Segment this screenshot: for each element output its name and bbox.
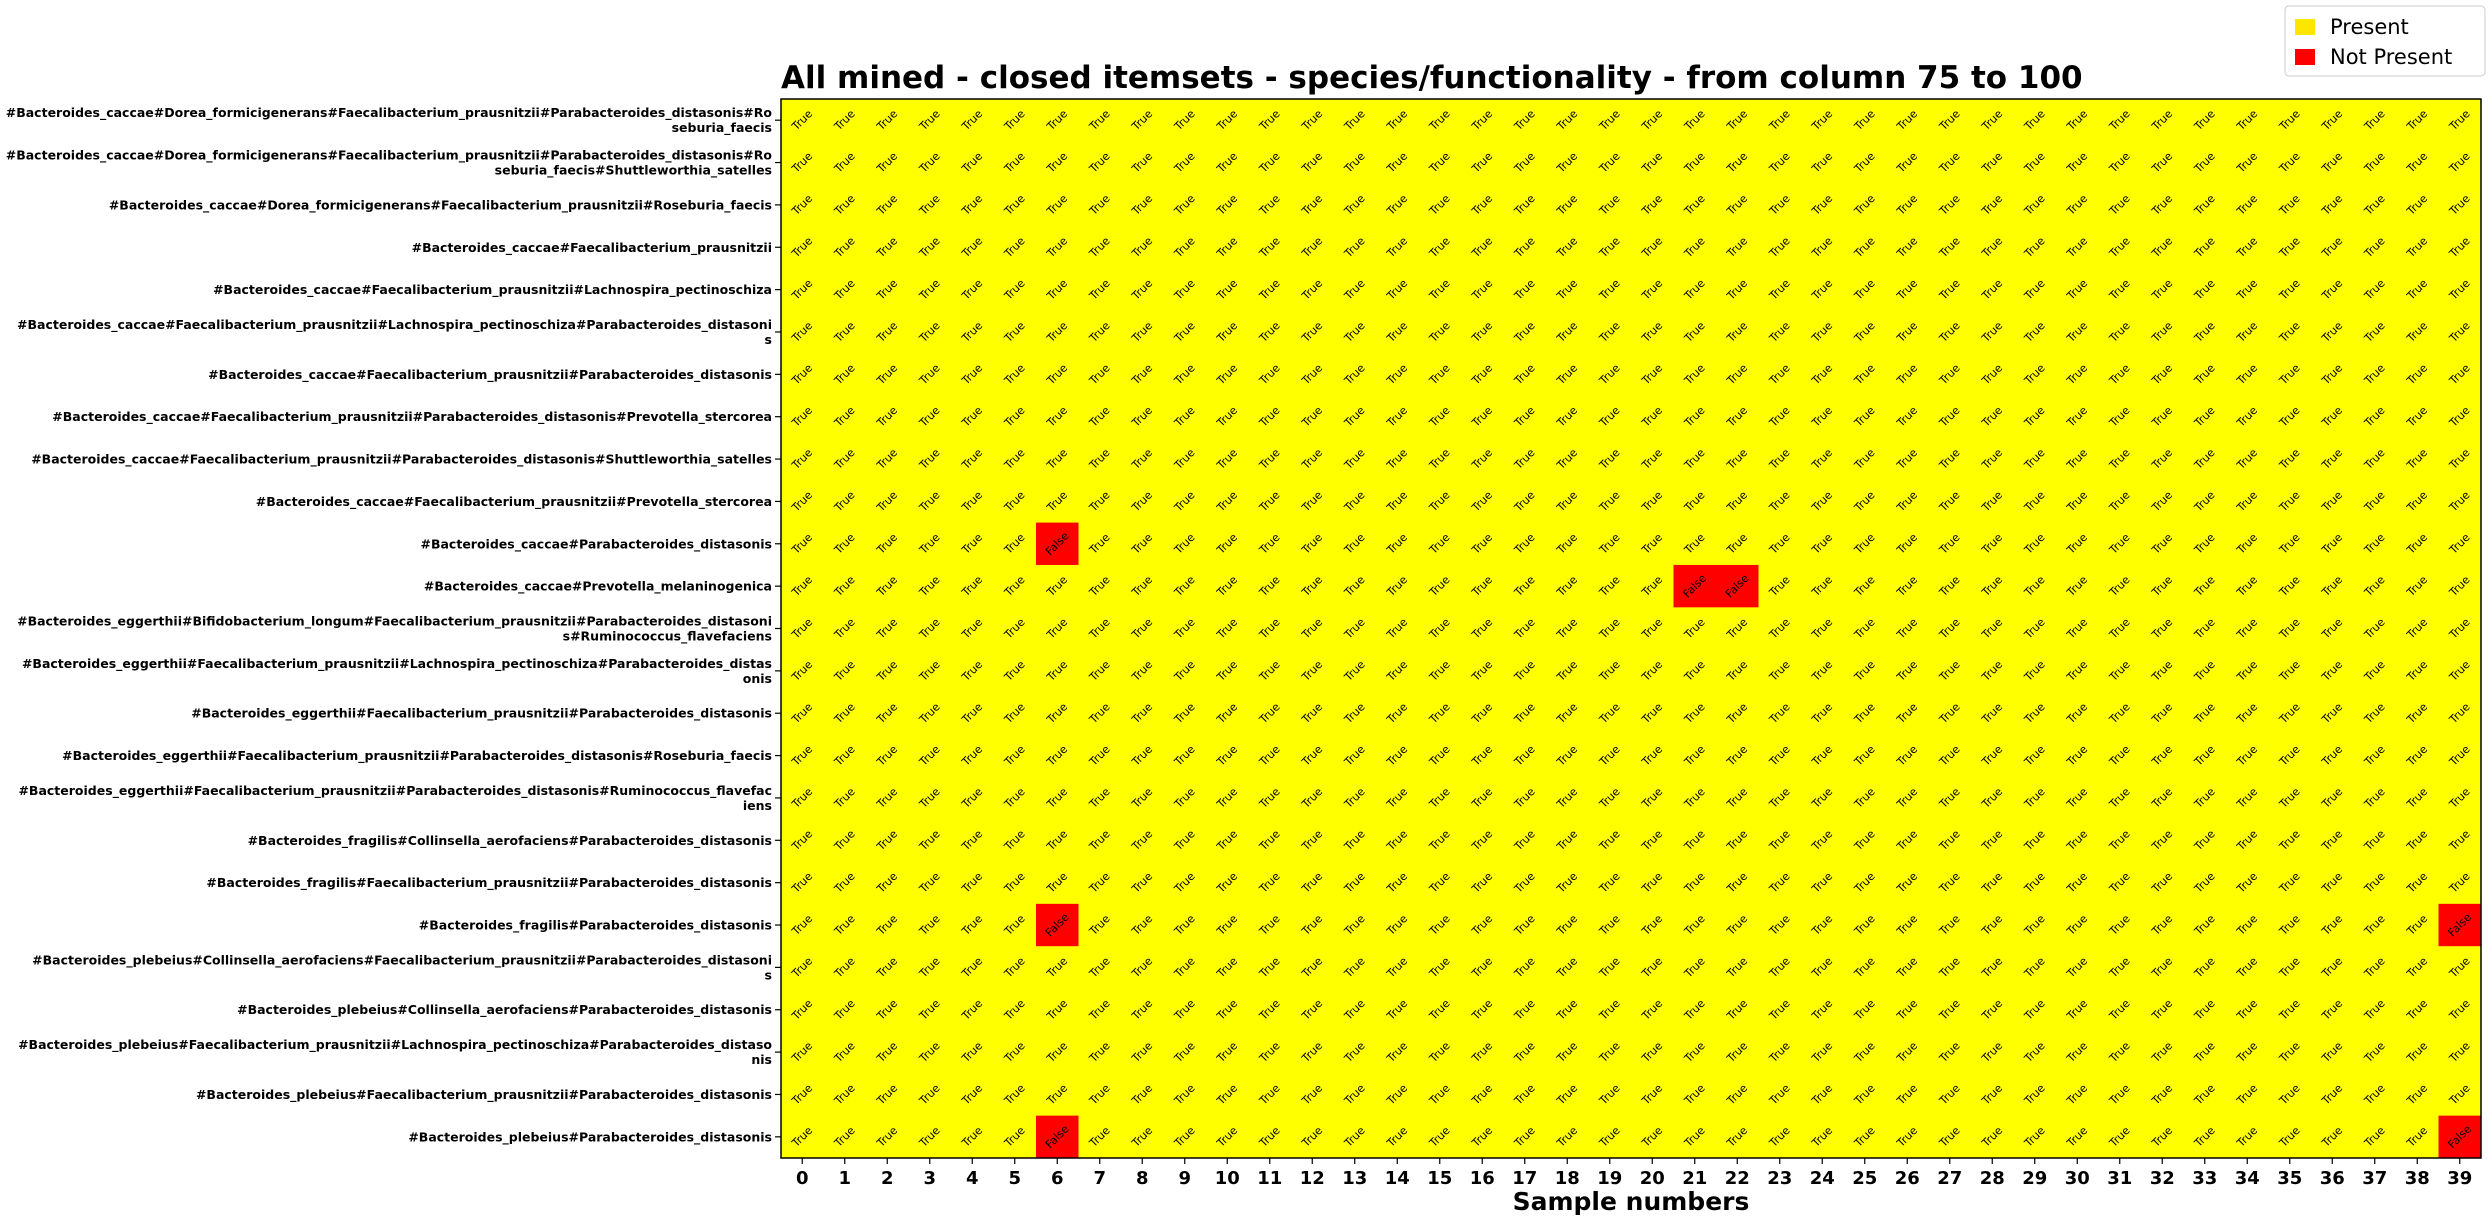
y-tick-label: #Bacteroides_caccae#Dorea_formicigeneran… [109, 197, 772, 213]
x-tick-label: 27 [1937, 1168, 1962, 1189]
legend-label-present: Present [2330, 15, 2409, 39]
x-tick-label: 20 [1640, 1168, 1665, 1189]
x-tick-label: 36 [2320, 1168, 2345, 1189]
y-tick-label: #Bacteroides_eggerthii#Faecalibacterium_… [18, 783, 772, 813]
y-tick-label: #Bacteroides_caccae#Dorea_formicigeneran… [6, 148, 773, 179]
y-tick-label: #Bacteroides_caccae#Prevotella_melaninog… [424, 579, 772, 595]
x-tick-label: 7 [1093, 1168, 1106, 1189]
y-tick-label: #Bacteroides_plebeius#Faecalibacterium_p… [18, 1037, 772, 1067]
y-tick-label: #Bacteroides_fragilis#Collinsella_aerofa… [248, 833, 772, 849]
x-tick-label: 15 [1427, 1168, 1452, 1189]
legend-swatch-not-present [2295, 49, 2315, 65]
x-tick-label: 34 [2235, 1168, 2260, 1189]
x-tick-label: 12 [1300, 1168, 1325, 1189]
y-tick-label: #Bacteroides_eggerthii#Faecalibacterium_… [22, 656, 772, 686]
x-tick-label: 38 [2405, 1168, 2430, 1189]
legend-label-not-present: Not Present [2330, 45, 2452, 69]
x-tick-label: 21 [1682, 1168, 1707, 1189]
heatmap-cell-false [1716, 564, 1759, 608]
x-tick-label: 14 [1385, 1168, 1410, 1189]
x-tick-label: 18 [1555, 1168, 1580, 1189]
x-tick-label: 10 [1215, 1168, 1240, 1189]
x-tick-label: 35 [2277, 1168, 2302, 1189]
x-tick-label: 11 [1257, 1168, 1282, 1189]
x-axis-ticks: 0 1 2 3 4 5 6 7 8 9 10 11 12 13 14 15 16 17 18 19 20 21 22 23 24… [796, 1158, 2472, 1189]
x-tick-label: 33 [2192, 1168, 2217, 1189]
y-tick-label: #Bacteroides_plebeius#Parabacteroides_di… [408, 1129, 772, 1145]
heatmap-background [781, 99, 2481, 1158]
x-tick-label: 31 [2107, 1168, 2132, 1189]
y-tick-label: #Bacteroides_caccae#Faecalibacterium_pra… [256, 494, 772, 510]
y-tick-label: #Bacteroides_plebeius#Faecalibacterium_p… [196, 1087, 772, 1103]
heatmap-cell-false [1673, 564, 1716, 608]
y-tick-label: #Bacteroides_eggerthii#Faecalibacterium_… [62, 748, 772, 764]
x-tick-label: 28 [1980, 1168, 2005, 1189]
y-tick-label: #Bacteroides_caccae#Faecalibacterium_pra… [412, 240, 772, 256]
x-tick-label: 1 [838, 1168, 851, 1189]
y-tick-label: #Bacteroides_caccae#Faecalibacterium_pra… [17, 317, 772, 347]
y-tick-label: #Bacteroides_caccae#Faecalibacterium_pra… [52, 409, 772, 425]
heatmap-cell-false [1036, 903, 1079, 947]
chart-title: All mined - closed itemsets - species/fu… [781, 60, 2083, 96]
x-tick-label: 3 [923, 1168, 936, 1189]
x-tick-label: 29 [2022, 1168, 2047, 1189]
x-tick-label: 26 [1895, 1168, 1920, 1189]
heatmap-cell-false [2438, 903, 2481, 947]
x-tick-label: 9 [1178, 1168, 1191, 1189]
x-tick-label: 0 [796, 1168, 809, 1189]
y-tick-label: #Bacteroides_plebeius#Collinsella_aerofa… [237, 1002, 772, 1018]
x-tick-label: 5 [1008, 1168, 1021, 1189]
x-tick-label: 24 [1810, 1168, 1835, 1189]
heatmap-cell-false [1036, 1115, 1079, 1158]
y-tick-label: #Bacteroides_fragilis#Parabacteroides_di… [419, 918, 772, 934]
y-axis-ticks: #Bacteroides_caccae#Dorea_formicigeneran… [6, 105, 781, 1145]
x-axis-label: Sample numbers [1513, 1187, 1750, 1216]
y-tick-label: #Bacteroides_caccae#Faecalibacterium_pra… [213, 282, 772, 298]
y-tick-label: #Bacteroides_caccae#Dorea_formicigeneran… [6, 105, 773, 136]
x-tick-label: 37 [2362, 1168, 2387, 1189]
x-tick-label: 2 [881, 1168, 894, 1189]
legend: Present Not Present [2284, 5, 2486, 77]
x-tick-label: 30 [2065, 1168, 2090, 1189]
y-tick-label: #Bacteroides_eggerthii#Faecalibacterium_… [191, 706, 772, 722]
x-tick-label: 6 [1051, 1168, 1064, 1189]
x-tick-label: 23 [1767, 1168, 1792, 1189]
x-tick-label: 4 [966, 1168, 979, 1189]
x-tick-label: 16 [1470, 1168, 1495, 1189]
y-tick-label: #Bacteroides_eggerthii#Bifidobacterium_l… [17, 614, 772, 645]
y-tick-label: #Bacteroides_fragilis#Faecalibacterium_p… [206, 875, 772, 891]
x-tick-label: 39 [2447, 1168, 2472, 1189]
y-tick-label: #Bacteroides_plebeius#Collinsella_aerofa… [32, 952, 772, 982]
heatmap-cells: True True True True True True True True True True… [781, 99, 2481, 1158]
legend-swatch-present [2295, 19, 2315, 35]
y-tick-label: #Bacteroides_caccae#Parabacteroides_dist… [421, 536, 773, 552]
y-tick-label: #Bacteroides_caccae#Faecalibacterium_pra… [31, 452, 772, 468]
x-tick-label: 19 [1597, 1168, 1622, 1189]
heatmap-cell-false [1036, 522, 1079, 565]
y-tick-label: #Bacteroides_caccae#Faecalibacterium_pra… [208, 367, 772, 383]
x-tick-label: 25 [1852, 1168, 1877, 1189]
x-tick-label: 17 [1512, 1168, 1537, 1189]
x-tick-label: 22 [1725, 1168, 1750, 1189]
x-tick-label: 32 [2150, 1168, 2175, 1189]
x-tick-label: 8 [1136, 1168, 1149, 1189]
x-tick-label: 13 [1342, 1168, 1367, 1189]
heatmap-cell-false [2438, 1115, 2481, 1158]
legend-frame [2284, 5, 2486, 77]
